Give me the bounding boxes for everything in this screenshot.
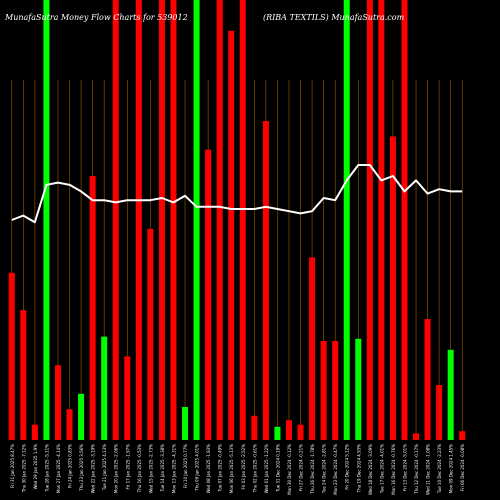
x-tick-label: Thu 12 Dec 2024 -0.17% xyxy=(414,444,419,495)
x-tick-label: Thu 09 Jan 2025 4.01% xyxy=(195,444,200,492)
x-tick-label: Wed 08 Jan 2025 -1.93% xyxy=(206,444,211,494)
chart-title-right: (RIBA TEXTILS) MunafaSutra.com xyxy=(263,13,405,22)
bar xyxy=(447,349,454,440)
x-tick-label: Fri 24 Jan 2025 0.83% xyxy=(68,444,73,488)
bar xyxy=(193,0,200,440)
x-tick-label: Wed 18 Dec 2024 -3.09% xyxy=(368,444,373,495)
x-tick-label: Mon 27 Jan 2025 -4.14% xyxy=(56,444,61,493)
x-tick-label: Wed 29 Jan 2025 1.9% xyxy=(33,444,38,490)
bar xyxy=(389,136,396,440)
x-tick-label: Mon 20 Jan 2025 -2.06% xyxy=(114,444,119,493)
bar xyxy=(78,393,85,440)
bar xyxy=(343,0,350,440)
bar xyxy=(43,0,50,440)
x-tick-label: Tue 07 Jan 2025 -0.49% xyxy=(218,444,223,493)
x-tick-label: Fri 31 Jan 2025 8.47% xyxy=(10,444,15,488)
x-tick-label: Wed 15 Jan 2025 -2.73% xyxy=(148,444,153,494)
bar xyxy=(182,407,189,440)
x-tick-label: Thu 19 Dec 2024 4.93% xyxy=(356,444,361,494)
bar xyxy=(101,336,108,440)
bar xyxy=(366,0,373,440)
x-tick-label: Wed 01 Jan 2025 -1.22% xyxy=(264,444,269,494)
x-tick-label: Fri 10 Jan 2025 0.77% xyxy=(183,444,188,488)
x-tick-label: Fri 13 Dec 2024 -5.01% xyxy=(402,444,407,491)
bar xyxy=(54,365,61,440)
bar xyxy=(228,30,235,441)
x-tick-label: Thu 30 Jan 2025 -7.12% xyxy=(21,444,26,493)
x-tick-label: Mon 23 Dec 2024 -0.47% xyxy=(333,444,338,495)
bar xyxy=(251,415,258,440)
x-tick-label: Tue 21 Jan 2025 4.13% xyxy=(102,444,107,491)
x-tick-label: Tue 14 Jan 2025 -3.38% xyxy=(160,444,165,493)
bar xyxy=(355,338,362,440)
bar xyxy=(216,0,223,440)
x-tick-label: Mon 16 Dec 2024 -0.76% xyxy=(391,444,396,495)
x-tick-label: Tue 24 Dec 2024 -2.81% xyxy=(322,444,327,494)
bar xyxy=(309,257,316,440)
x-tick-label: Mon 30 Dec 2024 -0.12% xyxy=(287,444,292,495)
bar xyxy=(31,424,38,440)
bar xyxy=(8,272,15,440)
x-tick-label: Wed 22 Jan 2025 -3.19% xyxy=(91,444,96,494)
x-tick-label: Tue 28 Jan 2025 -5.11% xyxy=(44,444,49,493)
x-tick-label: Tue 17 Dec 2024 -4.01% xyxy=(379,444,384,494)
bar xyxy=(112,0,119,440)
money-flow-line xyxy=(11,164,463,224)
bars xyxy=(8,0,466,441)
chart-title-left: MunafaSutra Money Flow Charts for 539012 xyxy=(4,13,188,22)
bar xyxy=(262,121,269,440)
x-tick-label: Mon 06 Jan 2025 -5.13% xyxy=(229,444,234,493)
x-tick-label: Fri 27 Dec 2024 -0.21% xyxy=(299,444,304,491)
x-tick-label: Fri 03 Jan 2025 -2.52% xyxy=(241,444,246,490)
bar xyxy=(158,0,165,440)
bar xyxy=(124,356,131,440)
bar xyxy=(424,319,431,440)
bar xyxy=(239,0,246,440)
x-tick-label: Fri 06 Dec 2024 -0.08% xyxy=(460,444,465,491)
x-tick-label: Tue 10 Dec 2024 -2.23% xyxy=(437,444,442,494)
x-tick-label: Fri 20 Dec 2024 5.12% xyxy=(345,444,350,490)
x-tick-label: Mon 09 Dec 2024 1.45% xyxy=(449,444,454,493)
x-tick-label: Tue 31 Dec 2024 0.19% xyxy=(275,444,280,493)
bar xyxy=(135,0,142,440)
x-tick-label: Fri 17 Jan 2025 -1.97% xyxy=(125,444,130,490)
bar xyxy=(20,310,27,440)
bar xyxy=(401,0,408,440)
bar xyxy=(170,0,177,440)
bar xyxy=(205,149,212,440)
x-tick-label: Wed 11 Dec 2024 -1.08% xyxy=(426,444,431,495)
money-flow-line-group xyxy=(11,164,463,224)
bar xyxy=(332,341,339,440)
bar xyxy=(297,424,304,440)
bar xyxy=(378,0,385,440)
x-tick-label: Thu 26 Dec 2024 -1.78% xyxy=(310,444,315,495)
x-tick-label: Thu 02 Jan 2025 -0.61% xyxy=(252,444,257,493)
bar xyxy=(320,341,327,440)
x-tick-label: Thu 16 Jan 2025 -0.53% xyxy=(137,444,142,493)
x-tick-label: Mon 13 Jan 2025 -4.31% xyxy=(171,444,176,493)
bar xyxy=(436,385,443,440)
bar xyxy=(285,420,292,440)
bar xyxy=(459,431,466,440)
bar xyxy=(89,176,96,440)
x-tick-label: Thu 23 Jan 2025 3.56% xyxy=(79,444,84,492)
x-tick-labels: Fri 31 Jan 2025 8.47% Thu 30 Jan 2025 -7.… xyxy=(10,444,465,495)
bar xyxy=(147,228,154,440)
bar xyxy=(66,409,73,440)
bar xyxy=(274,426,281,440)
bar xyxy=(413,433,420,440)
